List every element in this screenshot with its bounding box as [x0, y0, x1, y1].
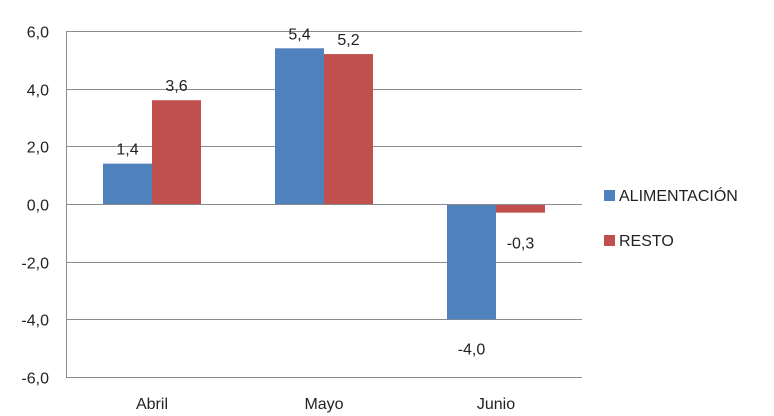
- y-tick-labels: 6,0 4,0 2,0 0,0 -2,0 -4,0 -6,0: [21, 25, 49, 388]
- data-label: 1,4: [116, 142, 138, 159]
- bars: [103, 48, 545, 320]
- data-label: 5,4: [288, 26, 310, 43]
- legend: ALIMENTACIÓN RESTO: [604, 186, 738, 250]
- y-tick-label: 6,0: [27, 25, 49, 42]
- y-tick-label: 4,0: [27, 83, 49, 100]
- data-label: 3,6: [165, 78, 187, 95]
- bar-mayo-alimentacion: [275, 48, 324, 204]
- legend-swatch: [604, 190, 615, 201]
- y-tick-label: -6,0: [21, 371, 49, 388]
- y-tick-label: 2,0: [27, 140, 49, 157]
- bar-abril-resto: [152, 100, 201, 204]
- x-tick-label: Abril: [136, 396, 168, 413]
- x-tick-labels: Abril Mayo Junio: [136, 396, 515, 413]
- y-tick-label: 0,0: [27, 198, 49, 215]
- y-tick-label: -2,0: [21, 256, 49, 273]
- data-label: -0,3: [507, 236, 535, 253]
- axes: [66, 31, 582, 377]
- legend-label: RESTO: [619, 233, 674, 250]
- bar-junio-alimentacion: [447, 204, 496, 320]
- data-label: 5,2: [337, 32, 359, 49]
- x-tick-label: Mayo: [304, 396, 343, 413]
- data-labels: 1,4 3,6 5,4 5,2 -4,0 -0,3: [116, 26, 534, 358]
- data-label: -4,0: [458, 341, 486, 358]
- x-tick-label: Junio: [477, 396, 515, 413]
- legend-swatch: [604, 235, 615, 246]
- legend-label: ALIMENTACIÓN: [619, 186, 738, 205]
- bar-mayo-resto: [324, 54, 373, 204]
- bar-junio-resto: [496, 204, 545, 213]
- bar-abril-alimentacion: [103, 163, 152, 204]
- y-tick-label: -4,0: [21, 313, 49, 330]
